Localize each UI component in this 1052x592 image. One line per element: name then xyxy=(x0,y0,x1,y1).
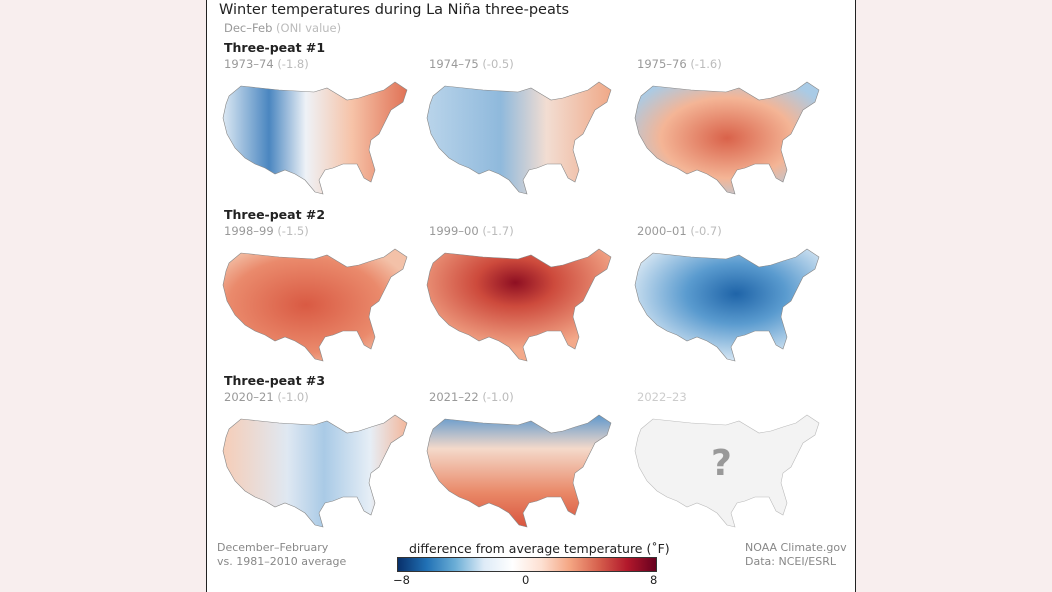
map-2021-22 xyxy=(426,414,612,528)
group-title-3: Three-peat #3 xyxy=(224,373,326,388)
map-1974-75 xyxy=(426,81,612,195)
panel-label-2022-23: 2022–23 xyxy=(637,390,687,404)
panel-label-2020-21: 2020–21 (-1.0) xyxy=(224,390,309,404)
source-credit: NOAA Climate.gov Data: NCEI/ESRL xyxy=(745,541,847,568)
colorbar-tick-min: −8 xyxy=(393,573,410,587)
panel-label-1974-75: 1974–75 (-0.5) xyxy=(429,57,514,71)
panel-label-1975-76: 1975–76 (-1.6) xyxy=(637,57,722,71)
baseline-note: December–February vs. 1981–2010 average xyxy=(217,541,347,568)
figure-title: Winter temperatures during La Niña three… xyxy=(219,2,570,18)
season-label: Dec–Feb xyxy=(224,21,273,35)
map-2000-01 xyxy=(634,248,820,362)
colorbar xyxy=(397,557,657,572)
colorbar-tick-mid: 0 xyxy=(522,573,530,587)
panel-label-1999-00: 1999–00 (-1.7) xyxy=(429,224,514,238)
group-title-1: Three-peat #1 xyxy=(224,40,326,55)
colorbar-title: difference from average temperature (˚F) xyxy=(409,541,670,556)
figure-subtitle: Dec–Feb (ONI value) xyxy=(224,21,341,35)
panel-label-1998-99: 1998–99 (-1.5) xyxy=(224,224,309,238)
map-1998-99 xyxy=(222,248,408,362)
panel-label-2021-22: 2021–22 (-1.0) xyxy=(429,390,514,404)
panel-label-1973-74: 1973–74 (-1.8) xyxy=(224,57,309,71)
map-1973-74 xyxy=(222,81,408,195)
oni-label: (ONI value) xyxy=(276,21,342,35)
map-1975-76 xyxy=(634,81,820,195)
group-title-2: Three-peat #2 xyxy=(224,207,326,222)
colorbar-tick-max: 8 xyxy=(650,573,658,587)
panel-label-2000-01: 2000–01 (-0.7) xyxy=(637,224,722,238)
figure-panel: Winter temperatures during La Niña three… xyxy=(206,0,856,592)
unknown-question-mark: ? xyxy=(711,443,732,484)
map-1999-00 xyxy=(426,248,612,362)
map-2020-21 xyxy=(222,414,408,528)
